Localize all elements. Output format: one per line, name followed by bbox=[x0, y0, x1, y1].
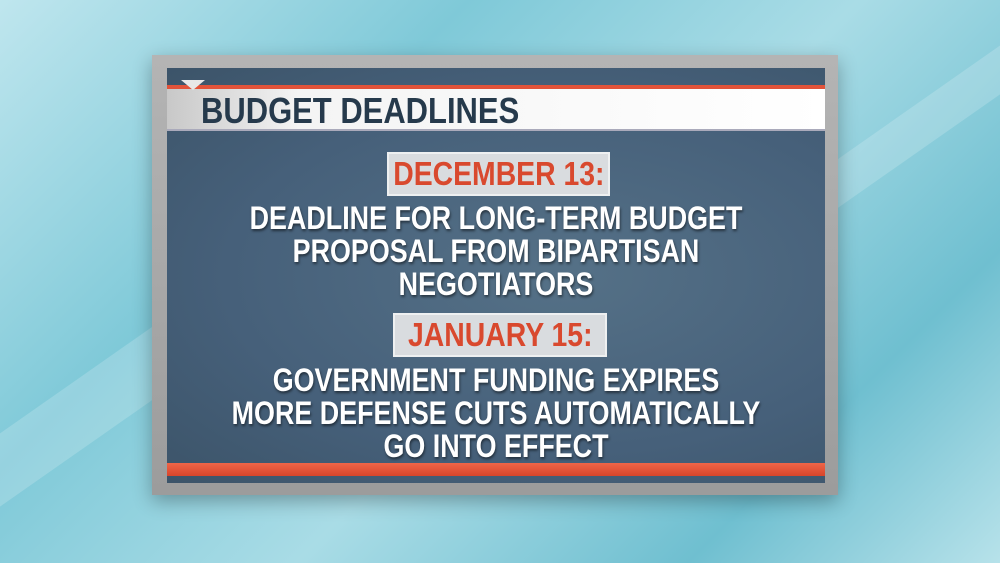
description-line: MORE DEFENSE CUTS AUTOMATICALLY bbox=[231, 395, 761, 431]
bottom-accent-bar bbox=[167, 463, 825, 476]
graphic-frame: BUDGET DEADLINES DECEMBER 13: DEADLINE F… bbox=[152, 55, 838, 495]
graphic-panel: BUDGET DEADLINES DECEMBER 13: DEADLINE F… bbox=[167, 68, 825, 483]
graphic-title: BUDGET DEADLINES bbox=[201, 90, 520, 131]
date-box-january: JANUARY 15: bbox=[393, 313, 607, 357]
description-line: GOVERNMENT FUNDING EXPIRES bbox=[272, 362, 720, 398]
accent-line bbox=[167, 85, 825, 89]
description-line: NEGOTIATORS bbox=[398, 266, 594, 302]
description-line: GO INTO EFFECT bbox=[383, 428, 609, 464]
date-box-december: DECEMBER 13: bbox=[387, 152, 610, 196]
triangle-marker-icon bbox=[181, 80, 205, 90]
title-bar: BUDGET DEADLINES bbox=[167, 89, 825, 131]
date-label: JANUARY 15: bbox=[407, 316, 593, 353]
date-label: DECEMBER 13: bbox=[392, 155, 605, 192]
entry-description: DEADLINE FOR LONG-TERM BUDGET PROPOSAL F… bbox=[167, 202, 825, 301]
description-line: DEADLINE FOR LONG-TERM BUDGET bbox=[249, 200, 743, 236]
description-line: PROPOSAL FROM BIPARTISAN bbox=[292, 233, 700, 269]
entry-description: GOVERNMENT FUNDING EXPIRES MORE DEFENSE … bbox=[167, 364, 825, 463]
